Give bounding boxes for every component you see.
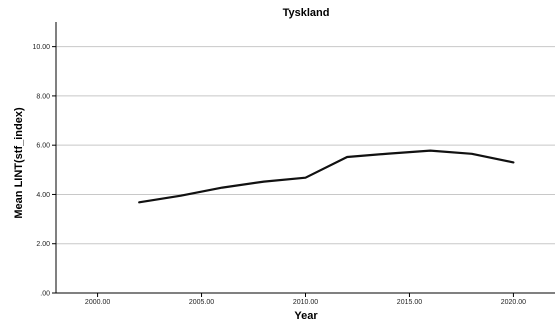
y-tick-label: 8.00 <box>36 93 50 100</box>
axes <box>55 22 555 294</box>
gridlines <box>56 46 555 245</box>
series-line <box>138 149 515 204</box>
x-tick-label: 2015.00 <box>397 299 422 306</box>
y-tick-label: 4.00 <box>36 192 50 199</box>
series-layer <box>138 149 515 204</box>
x-axis-ticks: 2000.00 2005.00 2010.00 2015.00 2020.00 <box>85 293 526 306</box>
chart-title: Tyskland <box>283 7 330 19</box>
x-axis-label: Year <box>294 310 318 322</box>
y-tick-label: 10.00 <box>32 44 50 51</box>
y-tick-label: .00 <box>40 291 50 298</box>
x-tick-label: 2010.00 <box>293 299 318 306</box>
x-tick-label: 2000.00 <box>85 299 110 306</box>
x-tick-label: 2020.00 <box>501 299 526 306</box>
y-tick-label: 6.00 <box>36 143 50 150</box>
y-tick-label: 2.00 <box>36 241 50 248</box>
x-tick-label: 2005.00 <box>189 299 214 306</box>
y-axis-label: Mean LINT(stf_index) <box>13 107 25 219</box>
y-axis-ticks: .00 2.00 4.00 6.00 8.00 10.00 <box>32 44 56 298</box>
